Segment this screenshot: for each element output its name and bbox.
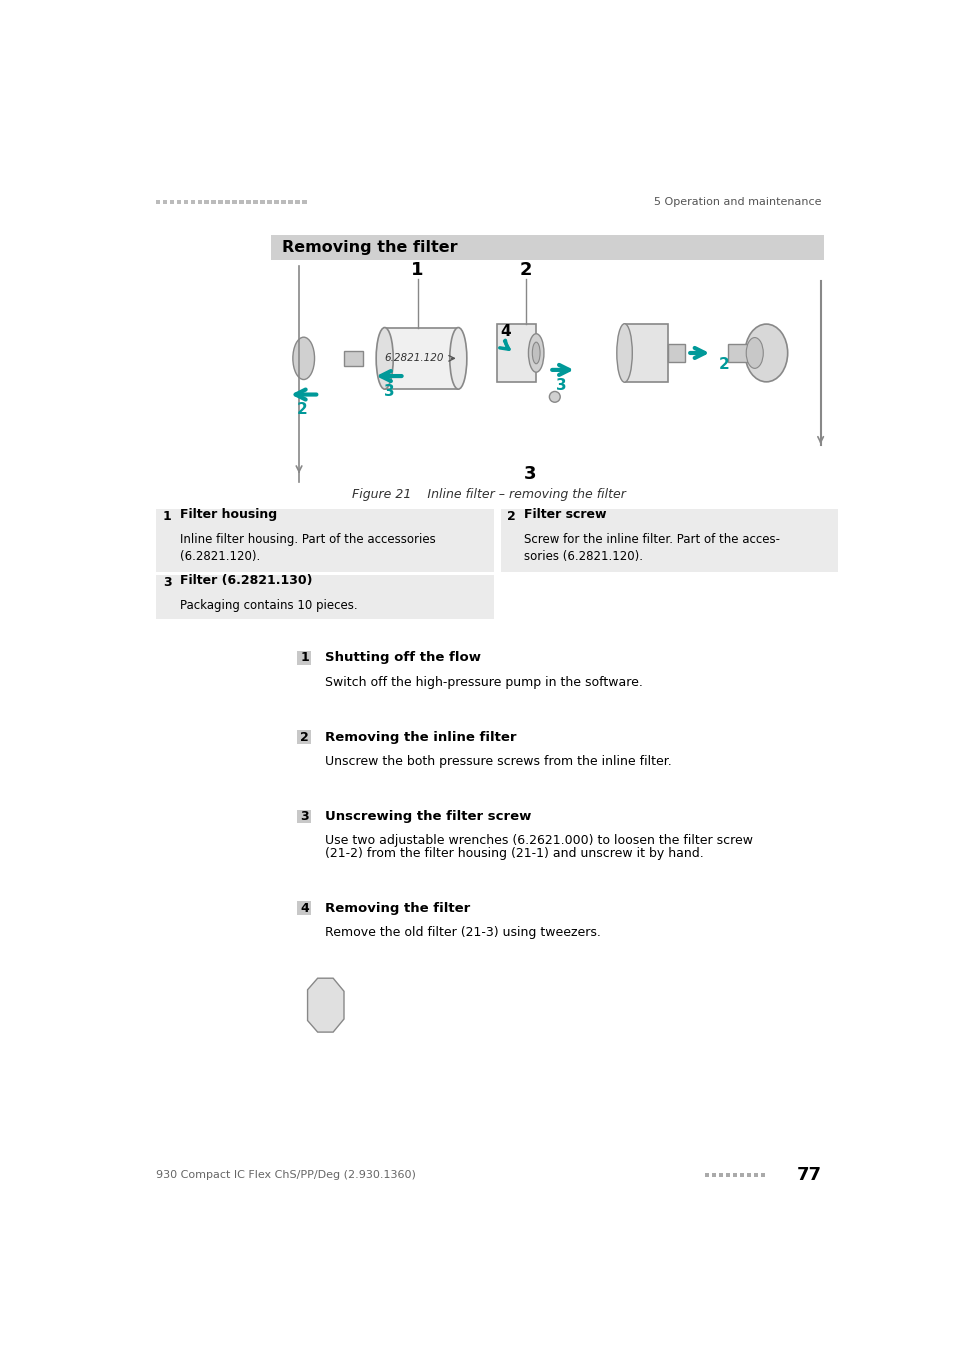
Text: Filter screw: Filter screw (523, 508, 606, 521)
Ellipse shape (528, 333, 543, 373)
Bar (233, 200, 236, 204)
Ellipse shape (549, 392, 559, 402)
Polygon shape (307, 979, 344, 1033)
Text: Remove the old filter (21-3) using tweezers.: Remove the old filter (21-3) using tweez… (324, 926, 599, 938)
Bar (288, 200, 293, 204)
Bar (253, 200, 257, 204)
Ellipse shape (744, 324, 787, 382)
Bar (297, 902, 311, 915)
Bar (156, 509, 493, 571)
Bar (271, 235, 822, 259)
Text: (21-2) from the filter housing (21-1) and unscrew it by hand.: (21-2) from the filter housing (21-1) an… (324, 846, 702, 860)
Bar (297, 651, 311, 664)
Bar (183, 200, 188, 204)
Text: Filter housing: Filter housing (179, 508, 276, 521)
Bar (162, 200, 167, 204)
Text: Figure 21    Inline filter – removing the filter: Figure 21 Inline filter – removing the f… (352, 489, 625, 501)
Text: Packaging contains 10 pieces.: Packaging contains 10 pieces. (179, 599, 357, 613)
Text: 3: 3 (300, 810, 309, 824)
Bar (719, 1173, 722, 1177)
Bar (732, 1173, 736, 1177)
Bar (302, 200, 307, 204)
Bar (384, 328, 457, 389)
Ellipse shape (449, 328, 466, 389)
Text: Filter (6.2821.130): Filter (6.2821.130) (179, 574, 312, 587)
Text: 3: 3 (163, 576, 172, 589)
Bar (725, 1173, 729, 1177)
Bar (212, 200, 216, 204)
Bar (297, 810, 311, 824)
Bar (197, 200, 202, 204)
Text: 4: 4 (300, 902, 309, 915)
Text: 2: 2 (296, 402, 307, 417)
Text: 4: 4 (499, 324, 510, 339)
Bar (156, 575, 493, 620)
Bar (711, 1173, 716, 1177)
Bar (727, 344, 750, 362)
Text: 1: 1 (163, 510, 172, 522)
Bar (218, 200, 223, 204)
Bar (155, 200, 160, 204)
Ellipse shape (293, 338, 314, 379)
Bar (281, 200, 286, 204)
Bar (746, 1173, 750, 1177)
Text: Removing the filter: Removing the filter (324, 902, 470, 915)
Bar (274, 200, 278, 204)
Text: Removing the inline filter: Removing the inline filter (324, 730, 516, 744)
Bar (267, 200, 272, 204)
Bar (170, 200, 174, 204)
Text: 3: 3 (523, 464, 536, 483)
Text: 2: 2 (506, 510, 516, 522)
Bar (500, 509, 837, 571)
Bar (704, 1173, 708, 1177)
Bar (225, 200, 230, 204)
Text: Inline filter housing. Part of the accessories
(6.2821.120).: Inline filter housing. Part of the acces… (179, 533, 435, 563)
Bar (176, 200, 181, 204)
Bar (191, 200, 195, 204)
Bar (760, 1173, 764, 1177)
Text: 930 Compact IC Flex ChS/PP/Deg (2.930.1360): 930 Compact IC Flex ChS/PP/Deg (2.930.13… (156, 1169, 416, 1180)
Text: Unscrew the both pressure screws from the inline filter.: Unscrew the both pressure screws from th… (324, 755, 671, 768)
Text: 3: 3 (383, 383, 394, 400)
Bar (344, 351, 363, 366)
Text: Unscrewing the filter screw: Unscrewing the filter screw (324, 810, 531, 824)
Text: Shutting off the flow: Shutting off the flow (324, 652, 480, 664)
Bar (297, 730, 311, 744)
Bar (497, 324, 536, 382)
Bar (239, 200, 244, 204)
Text: 1: 1 (300, 652, 309, 664)
Ellipse shape (617, 324, 632, 382)
Text: 77: 77 (796, 1165, 821, 1184)
Text: Switch off the high-pressure pump in the software.: Switch off the high-pressure pump in the… (324, 675, 641, 688)
Text: 2: 2 (519, 261, 532, 279)
Text: 3: 3 (555, 378, 566, 393)
Text: Screw for the inline filter. Part of the acces-
sories (6.2821.120).: Screw for the inline filter. Part of the… (523, 533, 779, 563)
Ellipse shape (745, 338, 762, 369)
Bar (204, 200, 209, 204)
Bar (246, 200, 251, 204)
Bar (294, 200, 299, 204)
Text: Use two adjustable wrenches (6.2621.000) to loosen the filter screw: Use two adjustable wrenches (6.2621.000)… (324, 834, 752, 848)
Text: 2: 2 (718, 356, 728, 373)
Text: 1: 1 (411, 261, 423, 279)
Bar (260, 200, 265, 204)
Ellipse shape (375, 328, 393, 389)
Text: 5 Operation and maintenance: 5 Operation and maintenance (653, 197, 821, 207)
Bar (667, 344, 684, 362)
Bar (753, 1173, 757, 1177)
Ellipse shape (532, 342, 539, 363)
Bar (740, 1173, 743, 1177)
Bar (624, 324, 667, 382)
Text: Removing the filter: Removing the filter (282, 240, 457, 255)
Text: 2: 2 (300, 730, 309, 744)
Text: 6.2821.120: 6.2821.120 (384, 354, 443, 363)
